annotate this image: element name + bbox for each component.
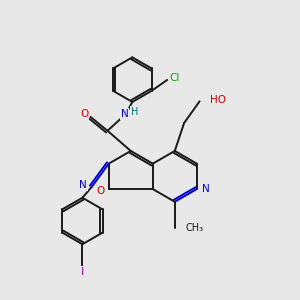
Text: O: O — [96, 186, 104, 196]
Text: N: N — [121, 109, 128, 119]
Text: H: H — [131, 107, 139, 117]
Text: I: I — [81, 267, 84, 277]
Text: Cl: Cl — [170, 74, 180, 83]
Text: CH₃: CH₃ — [186, 223, 204, 233]
Text: N: N — [202, 184, 210, 194]
Text: O: O — [80, 109, 88, 119]
Text: N: N — [79, 180, 87, 190]
Text: HO: HO — [210, 95, 226, 105]
